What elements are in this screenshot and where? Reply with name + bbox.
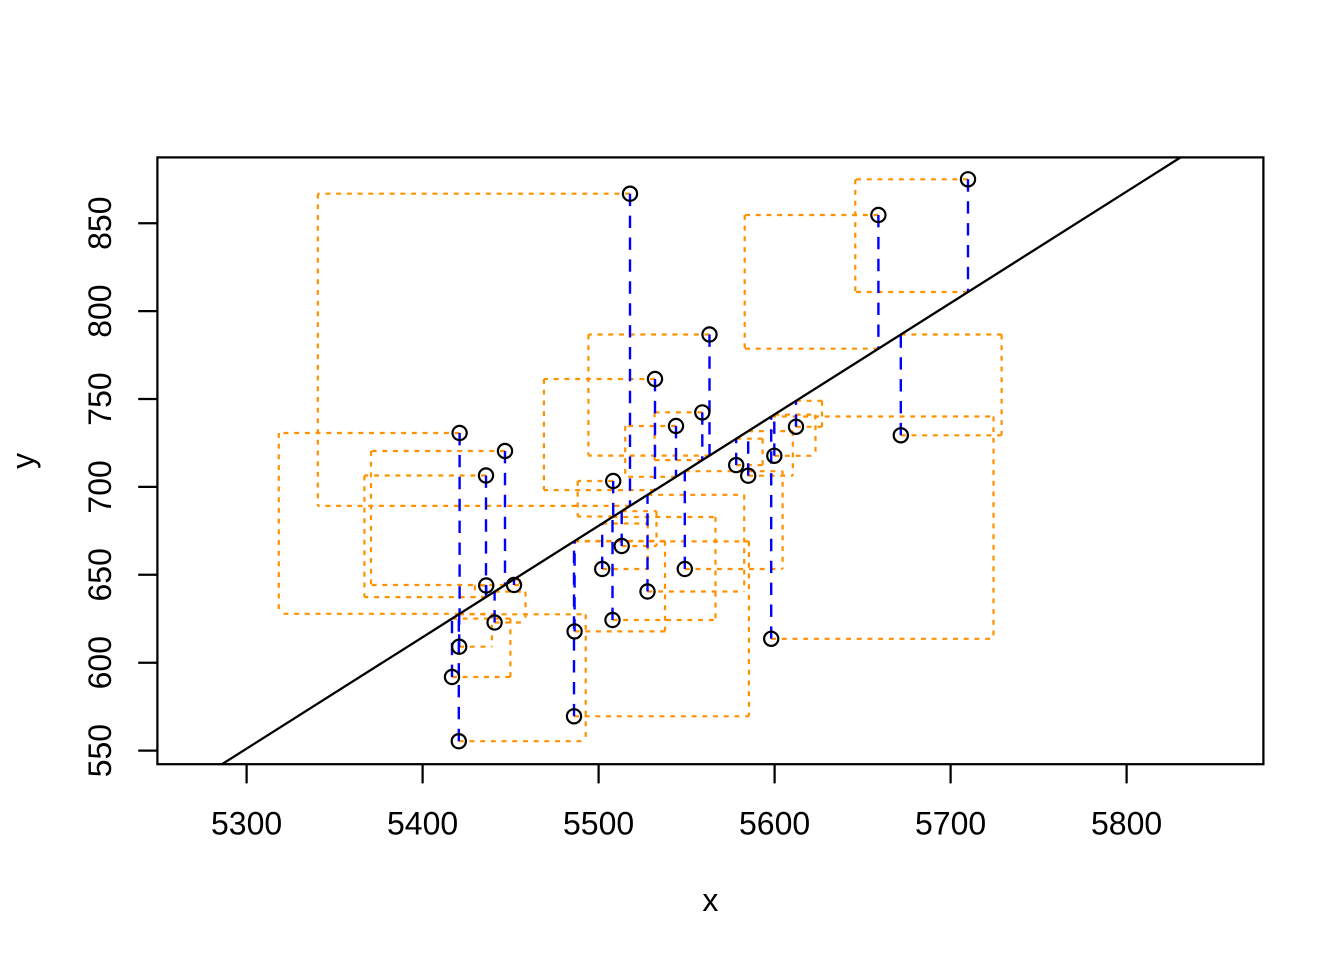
svg-text:700: 700 [82,460,118,513]
svg-text:5300: 5300 [211,806,282,842]
svg-text:5700: 5700 [915,806,986,842]
svg-text:x: x [702,882,718,918]
svg-text:850: 850 [82,197,118,250]
svg-text:550: 550 [82,724,118,777]
svg-text:600: 600 [82,636,118,689]
svg-text:750: 750 [82,372,118,425]
svg-text:5600: 5600 [739,806,810,842]
svg-text:y: y [5,453,41,469]
svg-text:650: 650 [82,548,118,601]
svg-text:5400: 5400 [387,806,458,842]
svg-text:800: 800 [82,284,118,337]
svg-text:5500: 5500 [563,806,634,842]
svg-text:5800: 5800 [1091,806,1162,842]
